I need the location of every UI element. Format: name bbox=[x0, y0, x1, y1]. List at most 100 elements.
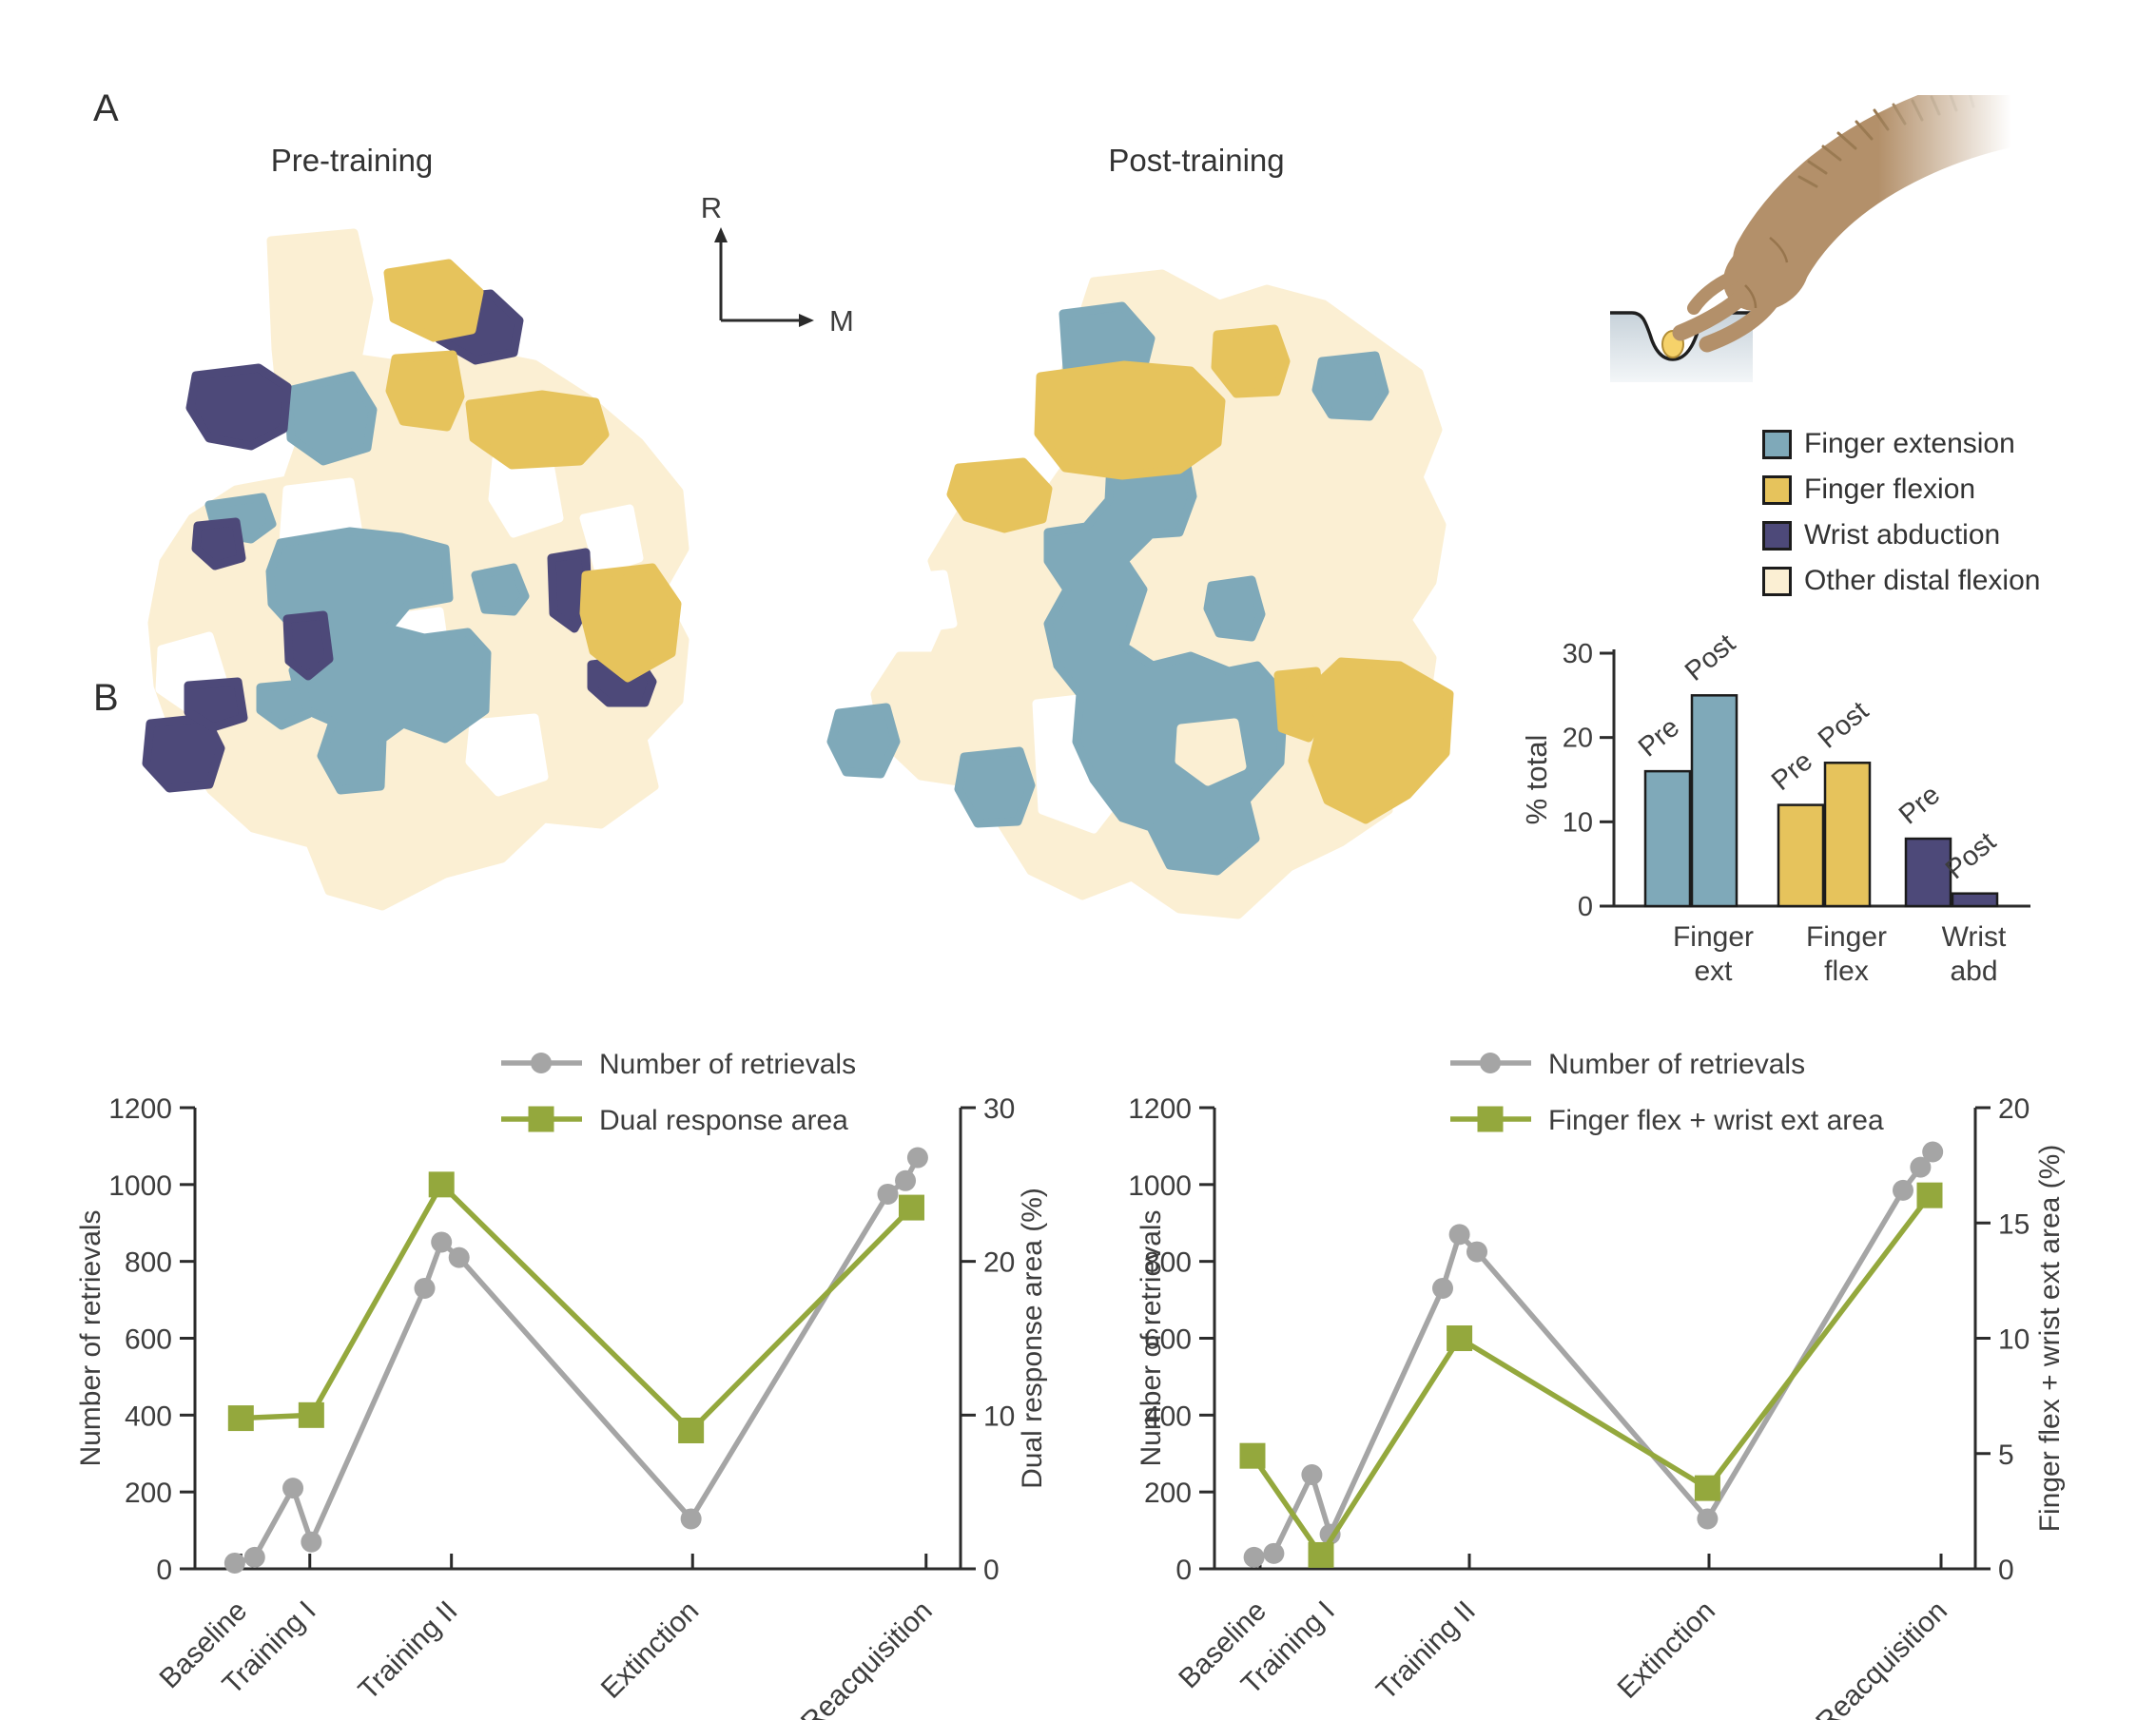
map-post-gold-region bbox=[1302, 657, 1454, 824]
data-point-square bbox=[1447, 1325, 1473, 1351]
map-post-teal-region bbox=[826, 703, 901, 779]
legend-item-finger-extension: Finger extension bbox=[1762, 428, 2040, 460]
retrievals-flex-ext-area-chart: 02004006008001000120005101520BaselineTra… bbox=[1128, 1049, 2066, 1720]
map-post-cream-region bbox=[1175, 718, 1247, 786]
data-point-circle bbox=[877, 1183, 899, 1205]
panel-a-label: A bbox=[93, 87, 119, 129]
y-tick-label-left: 1200 bbox=[1128, 1093, 1192, 1125]
y-axis-title-left: Number of retrievals bbox=[1136, 1209, 1167, 1466]
middle-finger bbox=[1699, 286, 1784, 353]
data-point-circle bbox=[1466, 1241, 1487, 1263]
data-point-circle bbox=[243, 1546, 265, 1568]
y-axis-title-left: Number of retrievals bbox=[75, 1209, 107, 1466]
medial-axis-label: M bbox=[829, 304, 854, 338]
map-pre-white-region bbox=[465, 713, 549, 797]
y-tick-label-left: 1000 bbox=[1128, 1170, 1192, 1202]
bar-post bbox=[1690, 694, 1738, 908]
x-category-label: Reacquisition bbox=[1810, 1595, 1953, 1720]
rostral-axis-label: R bbox=[701, 191, 722, 224]
data-point-circle bbox=[1301, 1463, 1323, 1485]
bar-post bbox=[1823, 762, 1872, 908]
legend-circle-icon bbox=[1480, 1053, 1501, 1073]
legend-swatch-icon bbox=[1762, 474, 1792, 505]
y-tick-label-left: 200 bbox=[125, 1478, 172, 1509]
y-tick-label-right: 10 bbox=[1998, 1324, 2030, 1356]
retrievals-dual-area-chart: 0200400600800100012000102030BaselineTrai… bbox=[75, 1049, 1048, 1720]
map-post-gold-region bbox=[1034, 360, 1226, 480]
y-tick-label-left: 400 bbox=[1144, 1401, 1192, 1432]
bar-y-tick-label: 10 bbox=[1563, 807, 1593, 838]
post-training-title: Post-training bbox=[1108, 143, 1285, 178]
map-pre-gold-region bbox=[385, 350, 465, 432]
map-pre-purple-region bbox=[184, 677, 248, 732]
bar-pre bbox=[1777, 803, 1825, 908]
y-tick-label-right: 15 bbox=[1998, 1208, 2030, 1240]
data-point-circle bbox=[895, 1169, 917, 1191]
hand-retrieval-illustration bbox=[1610, 95, 2011, 382]
pre-training-motor-map bbox=[142, 228, 690, 911]
y-tick-label-left: 0 bbox=[156, 1555, 172, 1586]
data-point-circle bbox=[1432, 1277, 1453, 1299]
legend-series-label: Number of retrievals bbox=[599, 1049, 856, 1080]
axis-arrowhead-right-icon bbox=[799, 314, 814, 327]
legend-series-label: Number of retrievals bbox=[1548, 1049, 1805, 1080]
bar-group-label: Finger bbox=[1673, 921, 1754, 953]
bar-group-label: flex bbox=[1824, 956, 1869, 987]
series-line-circle bbox=[234, 1156, 921, 1566]
map-pre-teal-region bbox=[256, 679, 313, 730]
bar-condition-label: Pre bbox=[1766, 745, 1818, 797]
map-post-teal-region bbox=[1311, 351, 1389, 421]
orientation-axis-indicator: R M bbox=[701, 191, 854, 338]
map-post-white-region bbox=[895, 570, 958, 634]
data-point-circle bbox=[1893, 1179, 1913, 1201]
panel-b-label: B bbox=[93, 677, 119, 719]
data-point-circle bbox=[1697, 1508, 1719, 1530]
index-finger bbox=[1672, 279, 1761, 341]
map-pre-teal-region bbox=[283, 371, 378, 466]
bar-condition-label: Pre bbox=[1633, 712, 1685, 763]
movement-legend: Finger extension Finger flexion Wrist abdu… bbox=[1762, 428, 2040, 597]
y-tick-label-left: 600 bbox=[1144, 1324, 1192, 1356]
map-post-teal-region bbox=[1203, 575, 1266, 642]
map-post-gold-region bbox=[1211, 324, 1291, 398]
data-point-circle bbox=[301, 1531, 322, 1553]
map-pre-gold-region bbox=[579, 563, 682, 683]
y-tick-label-right: 10 bbox=[983, 1401, 1015, 1432]
legend-series-label: Dual response area bbox=[599, 1105, 848, 1136]
legend-series-label: Finger flex + wrist ext area bbox=[1548, 1105, 1884, 1136]
legend-circle-icon bbox=[531, 1053, 552, 1073]
series-line-square bbox=[241, 1182, 914, 1434]
y-tick-label-left: 200 bbox=[1144, 1478, 1192, 1509]
data-point-circle bbox=[680, 1508, 702, 1530]
y-axis-title-right: Dual response area (%) bbox=[1017, 1188, 1048, 1489]
data-point-circle bbox=[448, 1247, 470, 1268]
data-point-square bbox=[1239, 1442, 1266, 1469]
data-point-circle bbox=[223, 1552, 245, 1574]
legend-label: Wrist abduction bbox=[1804, 519, 2001, 551]
legend-swatch-icon bbox=[1762, 429, 1792, 459]
data-point-circle bbox=[1910, 1156, 1932, 1178]
map-pre-teal-region bbox=[471, 563, 530, 616]
y-tick-label-left: 0 bbox=[1175, 1555, 1192, 1586]
y-tick-label-left: 800 bbox=[1144, 1247, 1192, 1279]
y-tick-label-right: 30 bbox=[983, 1093, 1015, 1125]
data-point-circle bbox=[1243, 1546, 1265, 1568]
bar-post bbox=[1951, 892, 1999, 908]
x-category-label: Reacquisition bbox=[795, 1595, 939, 1720]
y-tick-label-right: 20 bbox=[983, 1247, 1015, 1279]
y-tick-label-right: 0 bbox=[1998, 1555, 2014, 1586]
bar-condition-label: Pre bbox=[1894, 780, 1946, 831]
map-pre-white-region bbox=[579, 504, 644, 576]
post-training-motor-map bbox=[826, 269, 1454, 919]
data-point-square bbox=[1916, 1182, 1943, 1208]
data-point-square bbox=[1694, 1475, 1720, 1501]
y-tick-label-left: 400 bbox=[125, 1401, 172, 1432]
bar-y-tick-label: 30 bbox=[1563, 639, 1593, 669]
bar-pre bbox=[1643, 769, 1692, 908]
map-post-teal-region bbox=[954, 746, 1036, 828]
pre-training-title: Pre-training bbox=[270, 143, 434, 178]
data-point-circle bbox=[1448, 1224, 1470, 1246]
bar-condition-label: Post bbox=[1680, 628, 1741, 687]
data-point-circle bbox=[282, 1478, 304, 1499]
